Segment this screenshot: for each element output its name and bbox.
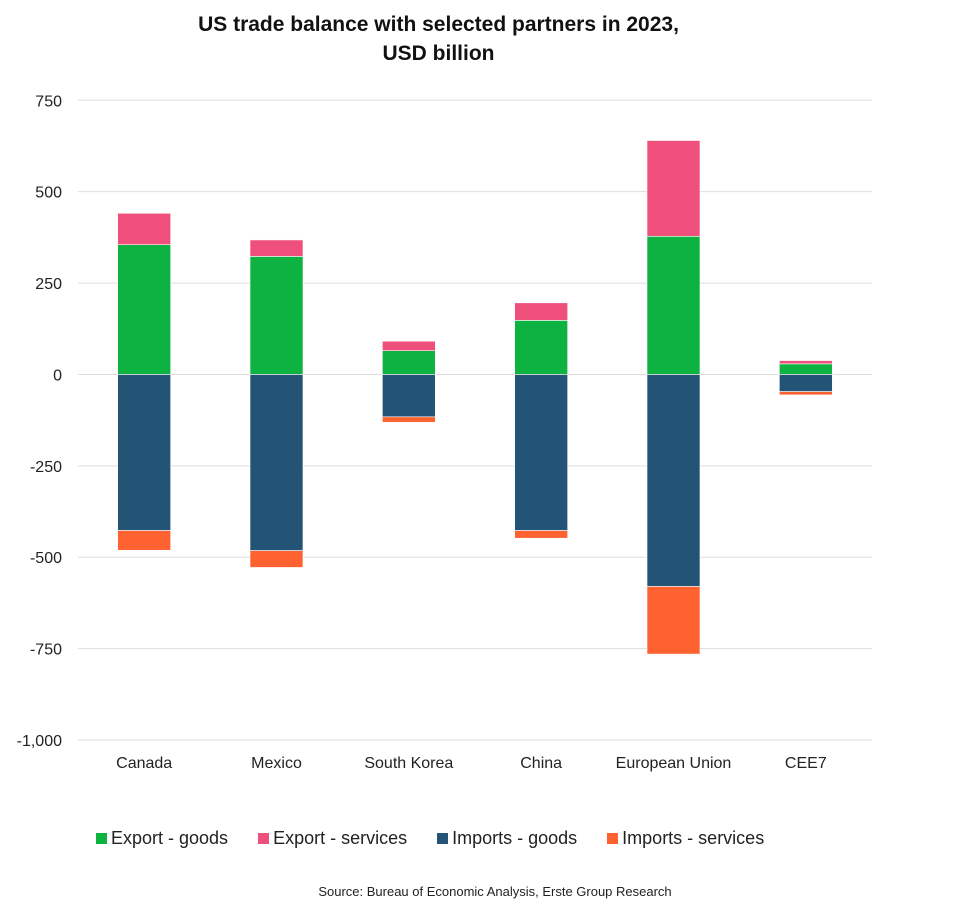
y-tick-label: 250 <box>35 276 62 293</box>
bar-imports-services-south-korea <box>382 416 436 423</box>
y-tick-label: -1,000 <box>17 733 62 750</box>
bar-imports-services-canada <box>117 530 171 551</box>
chart-subtitle: USD billion <box>382 42 495 65</box>
y-tick-label: -750 <box>30 642 62 659</box>
bar-export-goods-cee7 <box>779 363 833 375</box>
bar-imports-services-cee7 <box>779 391 833 396</box>
bar-export-goods-canada <box>117 244 171 375</box>
bar-export-services-canada <box>117 212 171 245</box>
legend-label: Imports - services <box>622 828 765 848</box>
bar-export-goods-european-union <box>646 235 701 375</box>
legend-swatch-imports-goods <box>437 833 449 844</box>
legend-label: Export - goods <box>111 828 229 848</box>
bar-imports-goods-cee7 <box>779 374 833 392</box>
bar-export-goods-south-korea <box>382 350 436 375</box>
bar-export-services-cee7 <box>779 360 833 365</box>
y-tick-label: 500 <box>35 185 62 202</box>
bar-imports-goods-canada <box>117 374 171 531</box>
y-tick-label: 0 <box>53 367 62 384</box>
legend-swatch-export-goods <box>96 833 107 844</box>
bar-export-services-south-korea <box>382 340 436 351</box>
bar-export-goods-china <box>514 320 568 375</box>
x-tick-label: European Union <box>616 755 732 772</box>
bars <box>117 140 833 655</box>
x-tick-label: South Korea <box>364 755 453 772</box>
bar-imports-goods-european-union <box>646 374 701 587</box>
chart-plot: 750 500 250 0 -250 -500 -750 -1,000 Canada Mexic… <box>17 93 872 772</box>
x-tick-label: Canada <box>116 755 172 772</box>
bar-imports-goods-mexico <box>249 374 304 551</box>
bar-imports-services-mexico <box>249 550 304 568</box>
legend: Export - goods Export - services Imports… <box>96 828 764 849</box>
x-tick-label: CEE7 <box>785 755 827 772</box>
x-tick-label: China <box>520 755 562 772</box>
legend-item-export-goods: Export - goods <box>96 828 228 849</box>
bar-imports-services-european-union <box>646 586 701 655</box>
bar-export-services-china <box>514 302 568 321</box>
source-note: Source: Bureau of Economic Analysis, Ers… <box>318 884 672 899</box>
y-axis: 750 500 250 0 -250 -500 -750 -1,000 <box>17 93 62 750</box>
y-tick-label: 750 <box>35 93 62 110</box>
bar-imports-services-china <box>514 530 568 539</box>
bar-imports-goods-south-korea <box>382 374 436 418</box>
legend-item-export-services: Export - services <box>258 828 407 849</box>
chart-title-line1: US trade balance with selected partners … <box>198 13 679 36</box>
gridlines <box>78 99 872 741</box>
bar-export-services-mexico <box>249 239 304 257</box>
y-tick-label: -500 <box>30 550 62 567</box>
legend-item-imports-services: Imports - services <box>607 828 764 849</box>
bar-export-goods-mexico <box>249 256 304 375</box>
chart-title: US trade balance with selected partners … <box>0 10 877 68</box>
x-tick-label: Mexico <box>251 755 302 772</box>
bar-imports-goods-china <box>514 374 568 531</box>
y-tick-label: -250 <box>30 459 62 476</box>
legend-swatch-imports-services <box>607 833 619 844</box>
legend-item-imports-goods: Imports - goods <box>437 828 577 849</box>
bar-export-services-european-union <box>646 140 701 237</box>
legend-swatch-export-services <box>258 833 270 844</box>
x-axis: Canada Mexico South Korea China European Uni… <box>116 755 827 772</box>
legend-label: Export - services <box>273 828 408 848</box>
legend-label: Imports - goods <box>452 828 578 848</box>
